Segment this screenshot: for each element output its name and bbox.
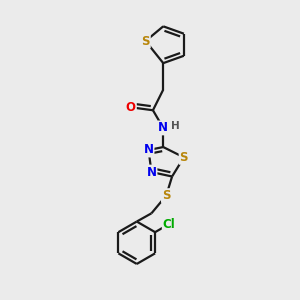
- Text: N: N: [146, 166, 157, 178]
- Text: S: S: [141, 34, 150, 48]
- Text: N: N: [158, 122, 168, 134]
- Text: Cl: Cl: [163, 218, 175, 231]
- Text: H: H: [171, 122, 180, 131]
- Text: O: O: [126, 101, 136, 114]
- Text: S: S: [162, 189, 170, 202]
- Text: N: N: [143, 143, 154, 157]
- Text: S: S: [180, 151, 188, 164]
